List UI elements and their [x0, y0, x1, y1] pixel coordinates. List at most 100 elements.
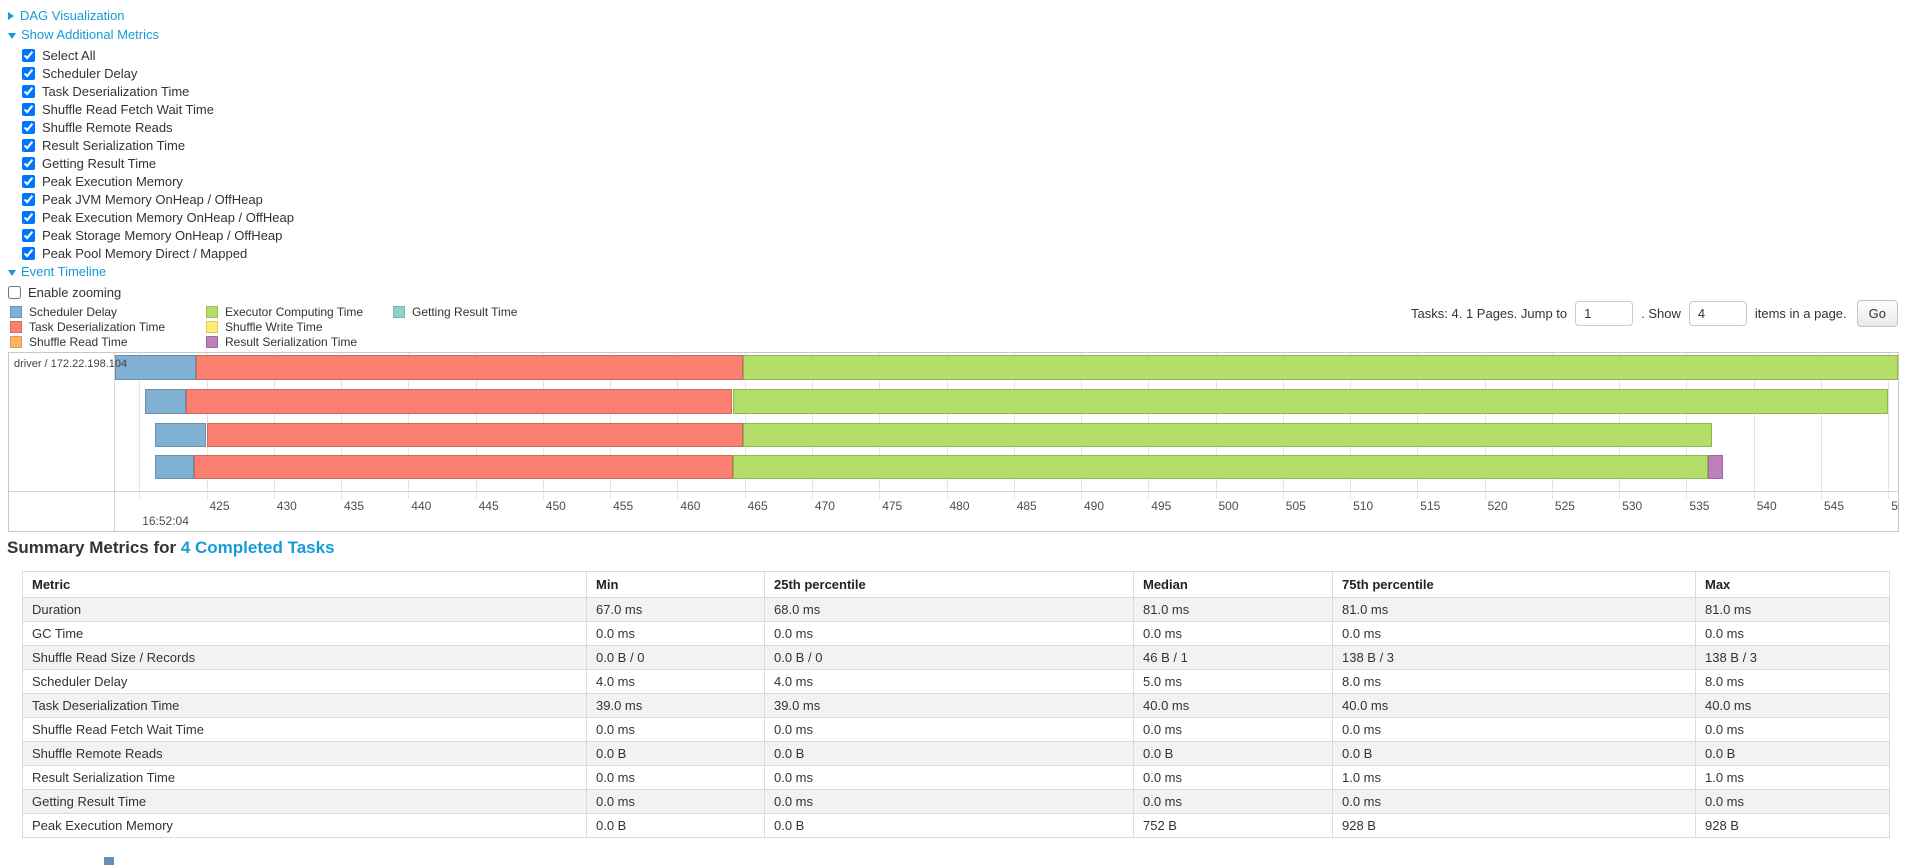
task-segment-executor-computing[interactable] — [732, 389, 1889, 414]
metric-value-cell: 8.0 ms — [1695, 669, 1890, 694]
metric-name-cell: Duration — [22, 597, 587, 622]
metric-name-cell: Scheduler Delay — [22, 669, 587, 694]
summary-column-header: Median — [1133, 571, 1333, 598]
summary-header-row: Metric Min 25th percentile Median 75th perce… — [22, 571, 1890, 598]
toggle-dag-visualization[interactable]: DAG Visualization — [8, 8, 294, 23]
task-segment-scheduler-delay[interactable] — [155, 455, 195, 479]
axis-tick-label: 425 — [209, 499, 230, 513]
metrics-checkbox[interactable] — [22, 228, 35, 242]
axis-tick-label: 465 — [747, 499, 768, 513]
expanded-arrow-icon — [8, 269, 16, 276]
metrics-option: Getting Result Time — [22, 154, 294, 172]
axis-tick-label: 470 — [814, 499, 835, 513]
task-segment-scheduler-delay[interactable] — [155, 423, 207, 447]
task-segment-task-deserialization[interactable] — [186, 389, 733, 414]
expanded-arrow-icon — [8, 32, 16, 39]
metric-value-cell: 68.0 ms — [764, 597, 1134, 622]
toggle-show-additional-metrics[interactable]: Show Additional Metrics — [8, 27, 294, 42]
show-additional-metrics-link[interactable]: Show Additional Metrics — [21, 27, 160, 42]
task-segment-task-deserialization[interactable] — [194, 455, 733, 479]
stage-page-controls: DAG Visualization Show Additional Metric… — [8, 6, 294, 300]
timeline-legend: Scheduler Delay Task Deserialization Time… — [10, 305, 517, 349]
task-timeline-row — [115, 355, 1899, 380]
metric-value-cell: 46 B / 1 — [1133, 645, 1333, 670]
metrics-option: Peak Execution Memory OnHeap / OffHeap — [22, 208, 294, 226]
toggle-event-timeline[interactable]: Event Timeline — [8, 264, 294, 279]
metrics-checkbox-label: Peak Execution Memory — [42, 173, 183, 189]
metric-value-cell: 40.0 ms — [1695, 693, 1890, 718]
legend-item: Executor Computing Time — [206, 305, 393, 320]
metric-value-cell: 0.0 B / 0 — [764, 645, 1134, 670]
collapsed-arrow-icon — [8, 11, 14, 20]
executor-group-label: driver / 172.22.198.104 — [14, 358, 128, 370]
metric-value-cell: 0.0 ms — [764, 765, 1134, 790]
metric-value-cell: 0.0 ms — [1133, 717, 1333, 742]
completed-tasks-link[interactable]: 4 Completed Tasks — [180, 538, 335, 557]
metric-name-cell: Shuffle Read Size / Records — [22, 645, 587, 670]
table-row: Shuffle Remote Reads 0.0 B 0.0 B 0.0 B 0.0 B… — [22, 741, 1890, 766]
metrics-checkbox[interactable] — [22, 66, 35, 80]
metrics-checkbox[interactable] — [22, 120, 35, 134]
legend-item: Result Serialization Time — [206, 334, 393, 349]
metric-value-cell: 0.0 B — [764, 741, 1134, 766]
metric-value-cell: 0.0 ms — [586, 621, 765, 646]
metrics-checkbox[interactable] — [22, 138, 35, 152]
axis-tick-label: 510 — [1353, 499, 1374, 513]
enable-zooming-checkbox[interactable] — [8, 285, 21, 299]
metric-value-cell: 40.0 ms — [1332, 693, 1696, 718]
metrics-option: Peak Pool Memory Direct / Mapped — [22, 244, 294, 262]
items-per-page-input[interactable] — [1688, 301, 1747, 326]
metric-value-cell: 0.0 B — [764, 813, 1134, 838]
metrics-checkbox[interactable] — [22, 192, 35, 206]
metrics-option: Result Serialization Time — [22, 136, 294, 154]
timeline-gridline — [1821, 353, 1822, 499]
table-row: Shuffle Read Fetch Wait Time 0.0 ms 0.0 ms… — [22, 717, 1890, 742]
legend-swatch — [206, 321, 218, 334]
jump-to-page-input[interactable] — [1575, 301, 1634, 326]
metrics-checkbox[interactable] — [22, 48, 35, 62]
metrics-checkbox[interactable] — [22, 102, 35, 116]
metric-value-cell: 1.0 ms — [1332, 765, 1696, 790]
metric-value-cell: 0.0 ms — [1332, 717, 1696, 742]
legend-item: Getting Result Time — [393, 305, 517, 320]
table-row: Peak Execution Memory 0.0 B 0.0 B 752 B 928 … — [22, 813, 1890, 838]
axis-tick-label: 455 — [613, 499, 634, 513]
task-segment-task-deserialization[interactable] — [206, 423, 744, 447]
metric-value-cell: 0.0 B / 0 — [586, 645, 765, 670]
metric-value-cell: 0.0 ms — [1133, 621, 1333, 646]
metric-value-cell: 40.0 ms — [1133, 693, 1333, 718]
event-timeline-link[interactable]: Event Timeline — [21, 264, 107, 279]
metric-value-cell: 0.0 ms — [764, 789, 1134, 814]
metric-value-cell: 1.0 ms — [1695, 765, 1890, 790]
axis-tick-label: 520 — [1487, 499, 1508, 513]
summary-column-header: Metric — [22, 571, 587, 598]
metrics-checkbox[interactable] — [22, 210, 35, 224]
task-segment-scheduler-delay[interactable] — [144, 389, 187, 414]
task-segment-executor-computing[interactable] — [732, 455, 1708, 479]
task-segment-executor-computing[interactable] — [743, 423, 1712, 447]
event-timeline-chart: 425 430 435 440 445 450 455 460 465 470 475 480 485 4… — [8, 352, 1899, 532]
metrics-checkbox[interactable] — [22, 246, 35, 260]
task-segment-result-serialization[interactable] — [1708, 455, 1723, 479]
axis-tick-label: 460 — [680, 499, 701, 513]
metric-name-cell: Getting Result Time — [22, 789, 587, 814]
metrics-checkbox[interactable] — [22, 156, 35, 170]
task-segment-scheduler-delay[interactable] — [115, 355, 196, 380]
metrics-checkbox[interactable] — [22, 84, 35, 98]
metrics-checkbox-label: Select All — [42, 47, 96, 63]
metrics-checkbox-label: Task Deserialization Time — [42, 83, 190, 99]
metrics-option: Peak Storage Memory OnHeap / OffHeap — [22, 226, 294, 244]
metric-value-cell: 0.0 ms — [1133, 789, 1333, 814]
metric-value-cell: 0.0 B — [586, 741, 765, 766]
timeline-axis-separator — [9, 491, 1898, 492]
summary-column-header: 75th percentile — [1332, 571, 1696, 598]
task-segment-task-deserialization[interactable] — [195, 355, 744, 380]
dag-visualization-link[interactable]: DAG Visualization — [20, 8, 125, 23]
legend-column: Executor Computing Time Shuffle Write Tim… — [206, 305, 393, 349]
metric-value-cell: 8.0 ms — [1332, 669, 1696, 694]
axis-tick-label: 545 — [1824, 499, 1845, 513]
axis-tick-label: 475 — [882, 499, 903, 513]
go-button[interactable]: Go — [1856, 300, 1898, 327]
metrics-checkbox[interactable] — [22, 174, 35, 188]
task-segment-executor-computing[interactable] — [743, 355, 1898, 380]
